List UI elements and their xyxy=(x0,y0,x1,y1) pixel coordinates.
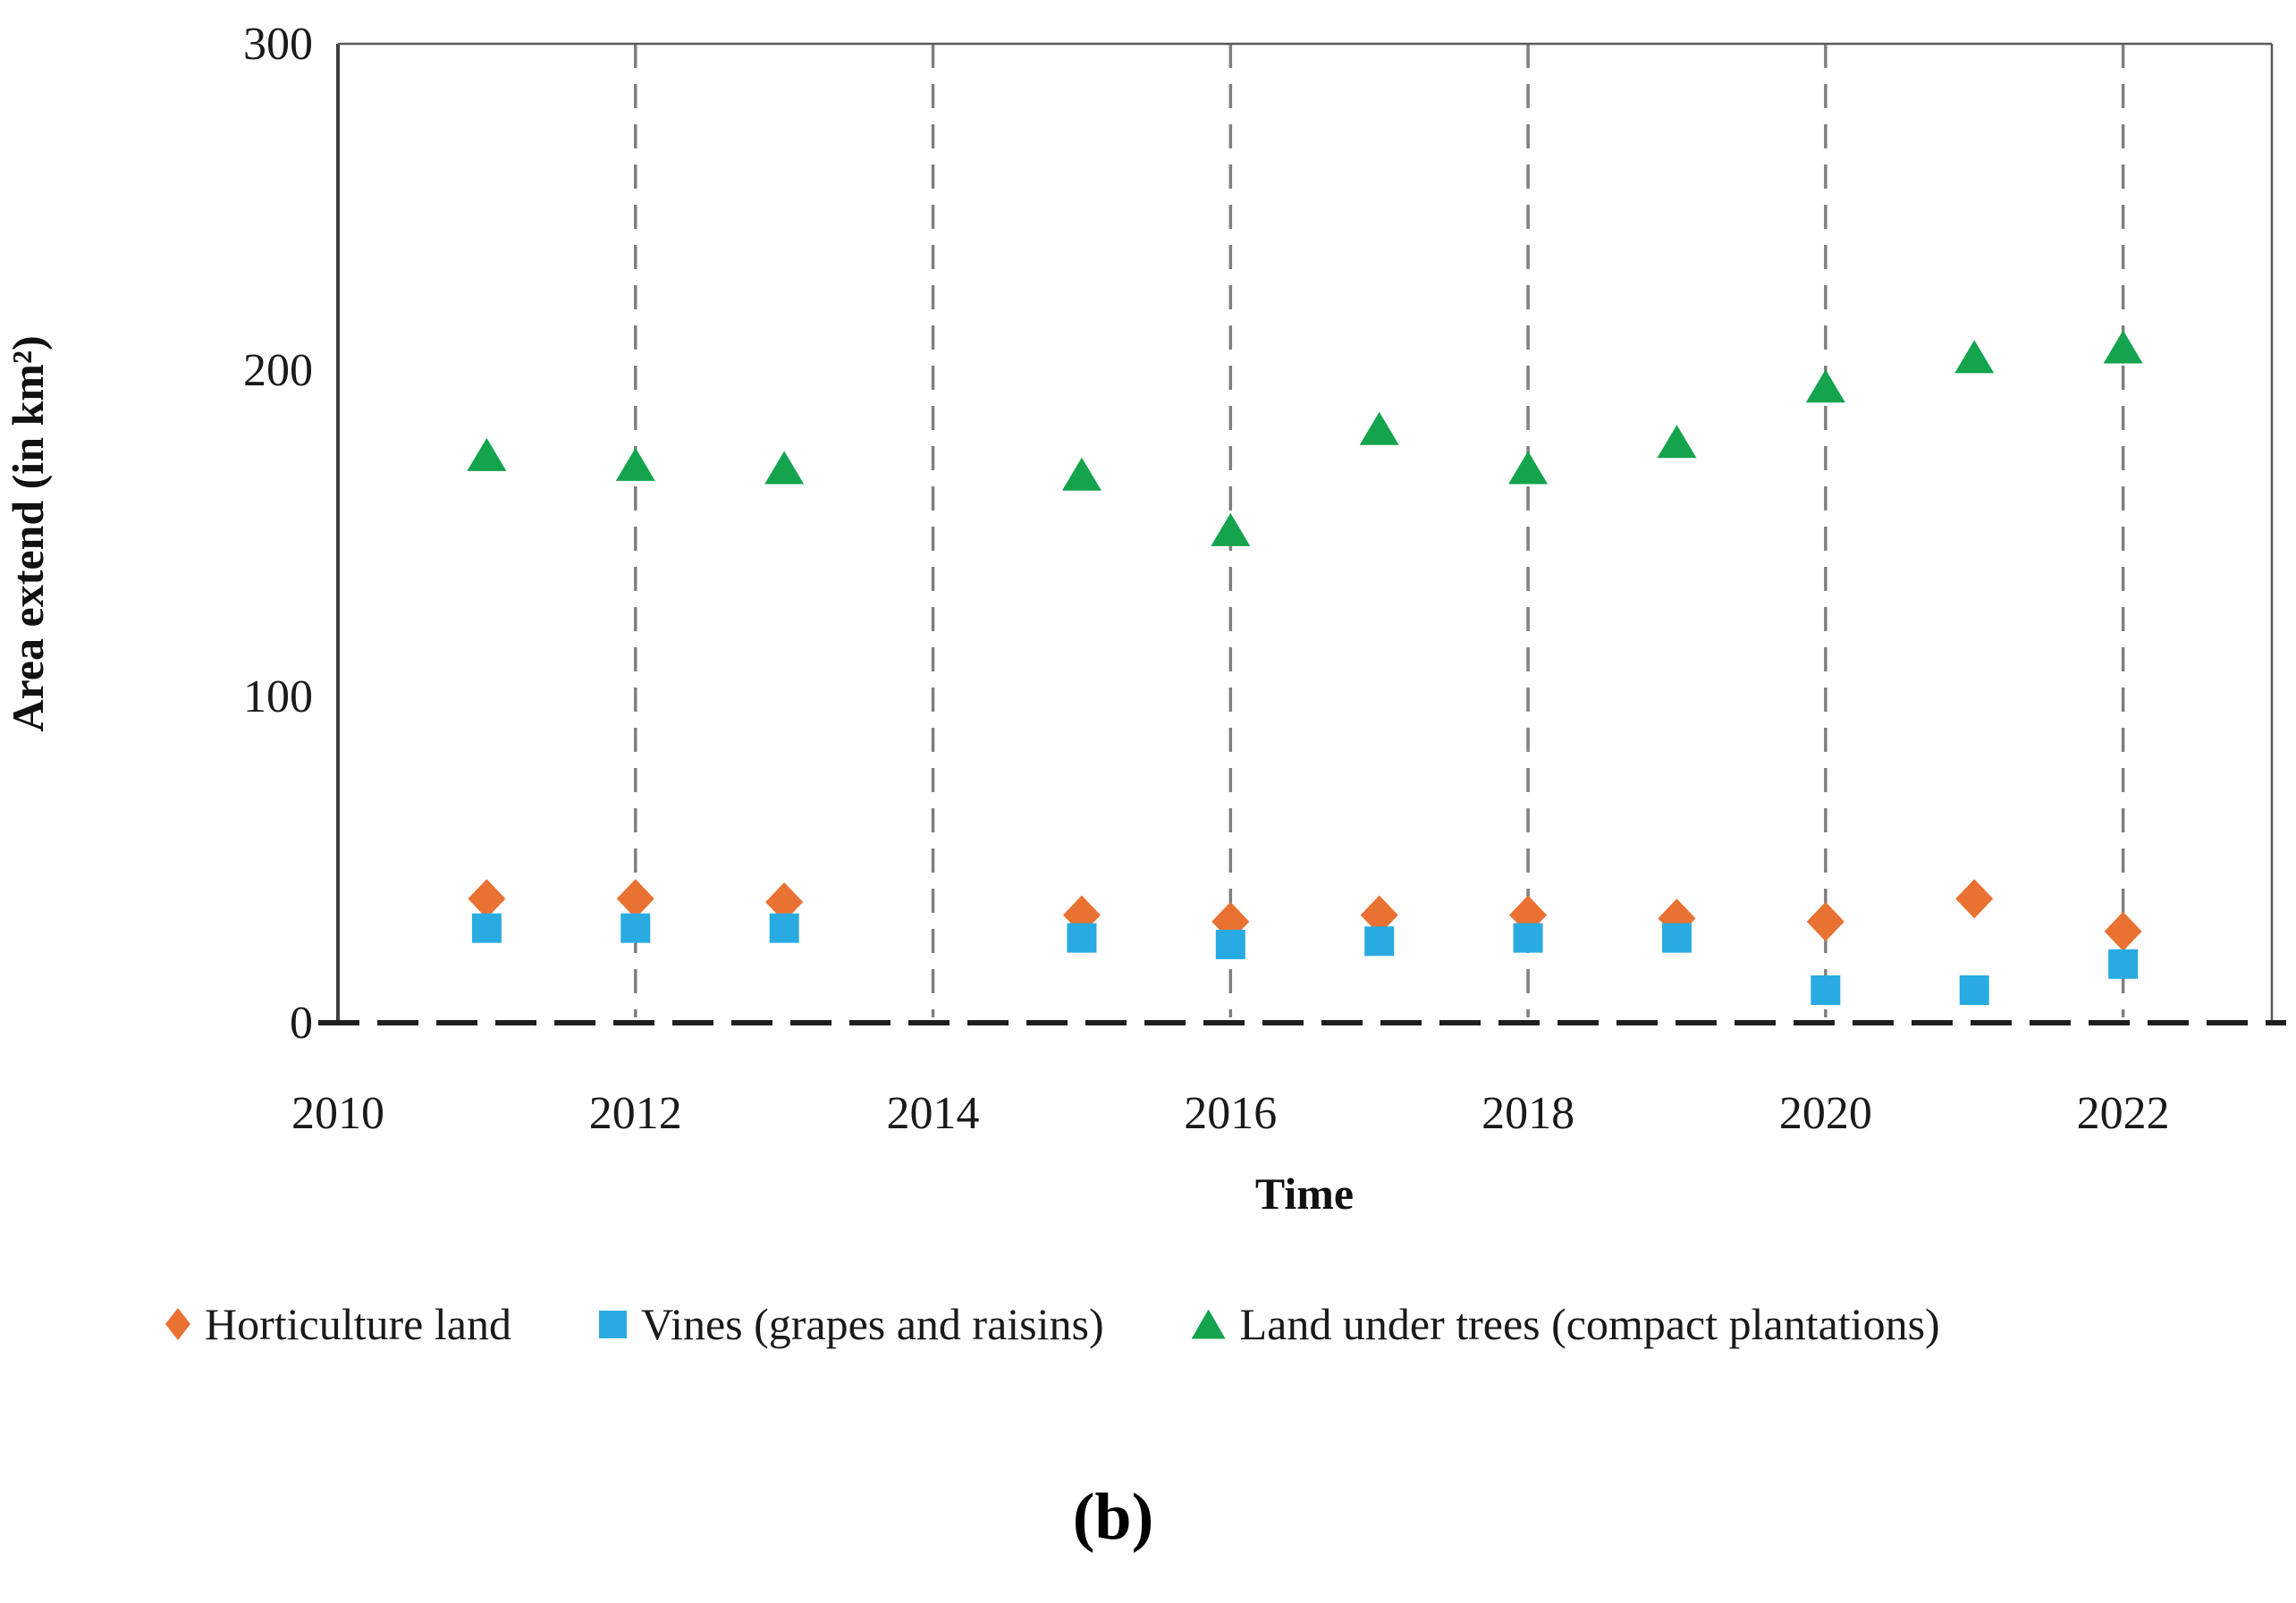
marker-triangle-2011 xyxy=(467,437,507,471)
y-tick-label-0: 0 xyxy=(290,998,313,1049)
legend-item-horticulture-land: Horticulture land xyxy=(165,1298,511,1350)
marker-diamond-2012 xyxy=(616,879,654,919)
marker-square-2020 xyxy=(1811,975,1841,1005)
marker-diamond-2017 xyxy=(1360,895,1398,935)
legend-label: Land under trees (compact plantations) xyxy=(1239,1299,1940,1349)
marker-square-2015 xyxy=(1067,923,1097,953)
marker-diamond-2018 xyxy=(1509,895,1548,935)
x-tick-label-2020: 2020 xyxy=(1779,1088,1872,1139)
marker-triangle-2012 xyxy=(615,447,655,481)
x-axis-tick-labels: 2010 2012 2014 2016 2018 2020 2022 xyxy=(291,1088,2170,1139)
y-tick-label-200: 200 xyxy=(243,345,313,396)
marker-square-2013 xyxy=(769,913,799,943)
marker-triangle-2013 xyxy=(764,451,805,485)
marker-diamond-2022 xyxy=(2104,911,2142,951)
data-markers xyxy=(467,330,2143,1005)
marker-diamond-2020 xyxy=(1806,901,1844,941)
marker-square-2021 xyxy=(1959,975,1989,1005)
legend-label: Horticulture land xyxy=(205,1299,511,1349)
marker-triangle-2017 xyxy=(1359,411,1399,445)
triangle-icon xyxy=(1191,1309,1226,1339)
y-tick-label-300: 300 xyxy=(243,19,313,70)
legend-item-land-under-trees: Land under trees (compact plantations) xyxy=(1191,1298,1940,1350)
marker-triangle-2015 xyxy=(1061,457,1102,491)
marker-triangle-2016 xyxy=(1211,512,1251,546)
marker-square-2011 xyxy=(471,913,502,943)
diamond-icon xyxy=(165,1308,190,1340)
marker-square-2016 xyxy=(1215,929,1245,959)
y-tick-label-100: 100 xyxy=(243,671,313,722)
marker-square-2012 xyxy=(620,913,651,943)
marker-triangle-2018 xyxy=(1508,451,1549,485)
y-axis-tick-labels: 0 100 200 300 xyxy=(243,19,313,1049)
marker-square-2022 xyxy=(2108,949,2139,979)
gridlines xyxy=(634,44,2125,1017)
x-tick-label-2022: 2022 xyxy=(2077,1088,2170,1139)
x-tick-label-2016: 2016 xyxy=(1184,1088,1277,1139)
x-tick-label-2012: 2012 xyxy=(589,1088,682,1139)
marker-triangle-2020 xyxy=(1805,369,1845,403)
marker-diamond-2013 xyxy=(765,882,804,922)
marker-triangle-2021 xyxy=(1954,340,1995,374)
y-axis-title: Area extend (in km²) xyxy=(3,335,53,731)
x-axis-title: Time xyxy=(1255,1169,1354,1219)
marker-square-2019 xyxy=(1661,923,1692,953)
marker-diamond-2021 xyxy=(1955,879,1994,919)
legend-label: Vines (grapes and raisins) xyxy=(640,1299,1104,1349)
x-tick-label-2014: 2014 xyxy=(887,1088,980,1139)
legend-item-vines: Vines (grapes and raisins) xyxy=(598,1298,1104,1350)
marker-square-2017 xyxy=(1364,926,1395,957)
square-icon xyxy=(598,1310,627,1338)
chart-legend: Horticulture land Vines (grapes and rais… xyxy=(165,1298,1940,1350)
marker-triangle-2019 xyxy=(1657,425,1697,459)
plot-border xyxy=(318,42,2286,1025)
marker-square-2018 xyxy=(1513,923,1543,953)
figure-caption: (b) xyxy=(1072,1481,1154,1554)
marker-diamond-2011 xyxy=(468,879,506,919)
x-tick-label-2018: 2018 xyxy=(1481,1088,1574,1139)
marker-diamond-2015 xyxy=(1062,895,1101,935)
x-tick-label-2010: 2010 xyxy=(291,1088,384,1139)
marker-triangle-2022 xyxy=(2103,330,2143,364)
